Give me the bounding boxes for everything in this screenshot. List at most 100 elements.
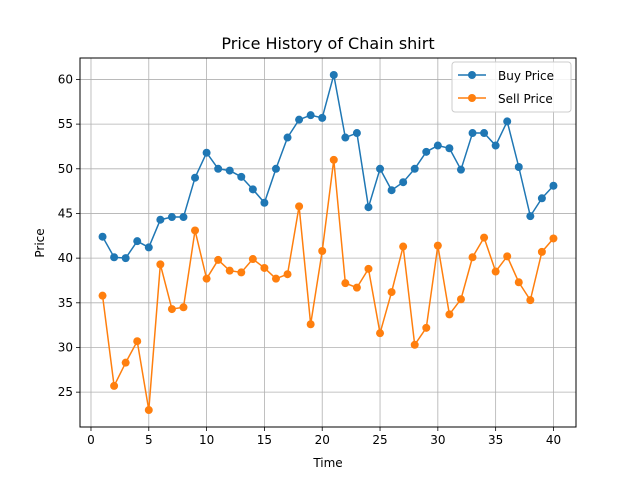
data-point-buy-price xyxy=(399,178,408,187)
chart-title: Price History of Chain shirt xyxy=(221,34,434,53)
legend-marker-sell-price xyxy=(468,94,476,102)
data-point-buy-price xyxy=(503,117,512,126)
x-tick-label: 40 xyxy=(546,433,561,447)
data-point-sell-price xyxy=(410,340,419,349)
data-point-sell-price xyxy=(364,264,373,273)
data-point-sell-price xyxy=(549,234,558,243)
data-point-buy-price xyxy=(156,215,165,224)
data-point-buy-price xyxy=(341,133,350,142)
grid xyxy=(80,58,576,427)
data-point-sell-price xyxy=(260,263,269,272)
y-tick-label: 30 xyxy=(58,340,73,354)
data-point-buy-price xyxy=(283,133,292,142)
y-tick-label: 45 xyxy=(58,206,73,220)
data-point-sell-price xyxy=(271,274,280,283)
data-point-sell-price xyxy=(110,381,119,390)
y-tick-label: 35 xyxy=(58,296,73,310)
data-point-buy-price xyxy=(295,115,304,124)
data-point-buy-price xyxy=(468,129,477,138)
data-point-buy-price xyxy=(191,173,200,182)
data-point-buy-price xyxy=(410,164,419,173)
data-point-sell-price xyxy=(295,202,304,211)
y-axis-label: Price xyxy=(33,228,47,257)
data-point-buy-price xyxy=(456,165,465,174)
legend-label-buy-price: Buy Price xyxy=(498,69,554,83)
x-axis-label: Time xyxy=(312,456,342,470)
data-point-sell-price xyxy=(318,246,327,255)
x-tick-label: 15 xyxy=(257,433,272,447)
data-point-buy-price xyxy=(121,254,130,263)
data-point-sell-price xyxy=(537,247,546,256)
data-point-sell-price xyxy=(399,242,408,251)
data-point-buy-price xyxy=(549,181,558,190)
data-point-buy-price xyxy=(491,141,500,150)
data-point-sell-price xyxy=(387,288,396,297)
plot-frame xyxy=(79,57,577,428)
data-point-sell-price xyxy=(480,233,489,242)
x-tick-label: 35 xyxy=(488,433,503,447)
data-point-sell-price xyxy=(433,241,442,250)
data-point-buy-price xyxy=(387,186,396,195)
data-point-sell-price xyxy=(468,253,477,262)
ticks: 0 5 10 15 20 25 30 35 40 25 30 35 40 45 50 55 60 xyxy=(58,72,561,447)
data-point-sell-price xyxy=(445,310,454,319)
legend-label-sell-price: Sell Price xyxy=(498,92,553,106)
data-point-buy-price xyxy=(480,129,489,138)
data-point-sell-price xyxy=(144,406,153,415)
data-point-sell-price xyxy=(341,279,350,288)
data-point-sell-price xyxy=(283,270,292,279)
legend: Buy Price Sell Price xyxy=(451,61,572,113)
series-layer xyxy=(98,70,558,415)
data-point-buy-price xyxy=(248,185,257,194)
y-tick-label: 55 xyxy=(58,117,73,131)
series-sell-price xyxy=(98,155,558,415)
x-tick-label: 5 xyxy=(145,433,153,447)
data-point-buy-price xyxy=(133,237,142,246)
data-point-buy-price xyxy=(237,172,246,181)
data-point-buy-price xyxy=(271,164,280,173)
y-tick-label: 25 xyxy=(58,385,73,399)
data-point-buy-price xyxy=(526,212,535,221)
series-line-buy-price xyxy=(101,74,555,259)
data-point-buy-price xyxy=(352,129,361,138)
data-point-buy-price xyxy=(202,148,211,157)
y-tick-label: 40 xyxy=(58,251,73,265)
data-point-sell-price xyxy=(456,295,465,304)
x-tick-label: 20 xyxy=(315,433,330,447)
data-point-buy-price xyxy=(306,111,315,120)
data-point-buy-price xyxy=(433,141,442,150)
data-point-sell-price xyxy=(214,255,223,264)
data-point-sell-price xyxy=(306,320,315,329)
data-point-sell-price xyxy=(329,155,338,164)
data-point-sell-price xyxy=(526,296,535,305)
series-buy-price xyxy=(98,70,558,263)
legend-marker-buy-price xyxy=(468,71,476,79)
data-point-buy-price xyxy=(537,194,546,203)
data-point-buy-price xyxy=(110,253,119,262)
data-point-buy-price xyxy=(318,113,327,122)
data-point-sell-price xyxy=(376,329,385,338)
data-point-sell-price xyxy=(491,267,500,276)
data-point-sell-price xyxy=(167,305,176,314)
data-point-sell-price xyxy=(514,278,523,287)
data-point-sell-price xyxy=(248,255,257,264)
x-tick-label: 25 xyxy=(372,433,387,447)
series-line-sell-price xyxy=(101,159,555,411)
data-point-buy-price xyxy=(98,232,107,241)
data-point-sell-price xyxy=(133,337,142,346)
x-tick-label: 0 xyxy=(87,433,95,447)
data-point-sell-price xyxy=(202,274,211,283)
data-point-buy-price xyxy=(514,163,523,172)
data-point-buy-price xyxy=(445,144,454,153)
data-point-buy-price xyxy=(179,213,188,222)
data-point-sell-price xyxy=(179,303,188,312)
data-point-sell-price xyxy=(225,266,234,275)
data-point-sell-price xyxy=(98,291,107,300)
data-point-sell-price xyxy=(422,323,431,332)
data-point-buy-price xyxy=(225,166,234,175)
x-tick-label: 10 xyxy=(199,433,214,447)
data-point-sell-price xyxy=(191,226,200,235)
data-point-buy-price xyxy=(167,213,176,222)
